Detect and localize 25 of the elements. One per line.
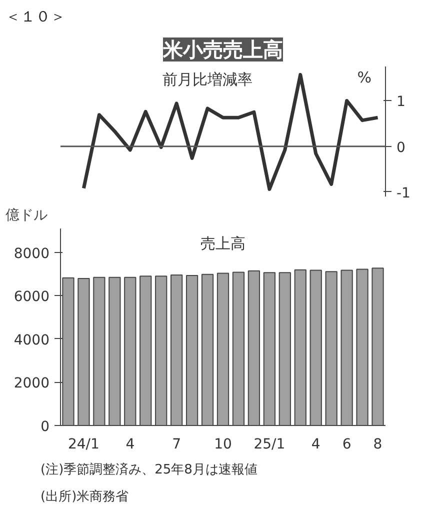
text: (注)季節調整済み、25年8月は速報値 xyxy=(40,462,258,478)
y-tick-label: 8000 xyxy=(14,246,50,262)
y-axis-title: 億ドル xyxy=(6,208,48,224)
text: ＜１０＞ xyxy=(6,8,66,26)
y-tick-label: 0 xyxy=(40,419,50,435)
x-tick-label: 7 xyxy=(172,436,182,452)
x-tick-label: 24/1 xyxy=(68,436,100,452)
x-tick-label: 8 xyxy=(373,436,382,452)
y-tick-label: 4000 xyxy=(14,332,50,348)
line-series xyxy=(82,72,380,191)
x-tick-label: 4 xyxy=(126,436,135,452)
x-tick-label: 6 xyxy=(342,436,352,452)
text: (出所)米商務省 xyxy=(40,490,129,504)
y-tick-label: 2000 xyxy=(14,376,50,392)
chart-title: 米小売売上高 xyxy=(162,38,283,62)
x-tick-label: 10 xyxy=(214,436,232,452)
y-axis-title: % xyxy=(357,68,372,86)
y-tick-label: 1 xyxy=(396,94,406,110)
x-tick-label: 4 xyxy=(311,436,320,452)
y-tick-label: 0 xyxy=(396,140,406,156)
chart-subtitle: 前月比増減率 xyxy=(162,70,253,88)
x-tick-label: 25/1 xyxy=(254,436,286,452)
y-tick-label: 6000 xyxy=(14,289,50,306)
text: 売上高 xyxy=(200,234,246,252)
y-tick-label: -1 xyxy=(396,185,410,202)
